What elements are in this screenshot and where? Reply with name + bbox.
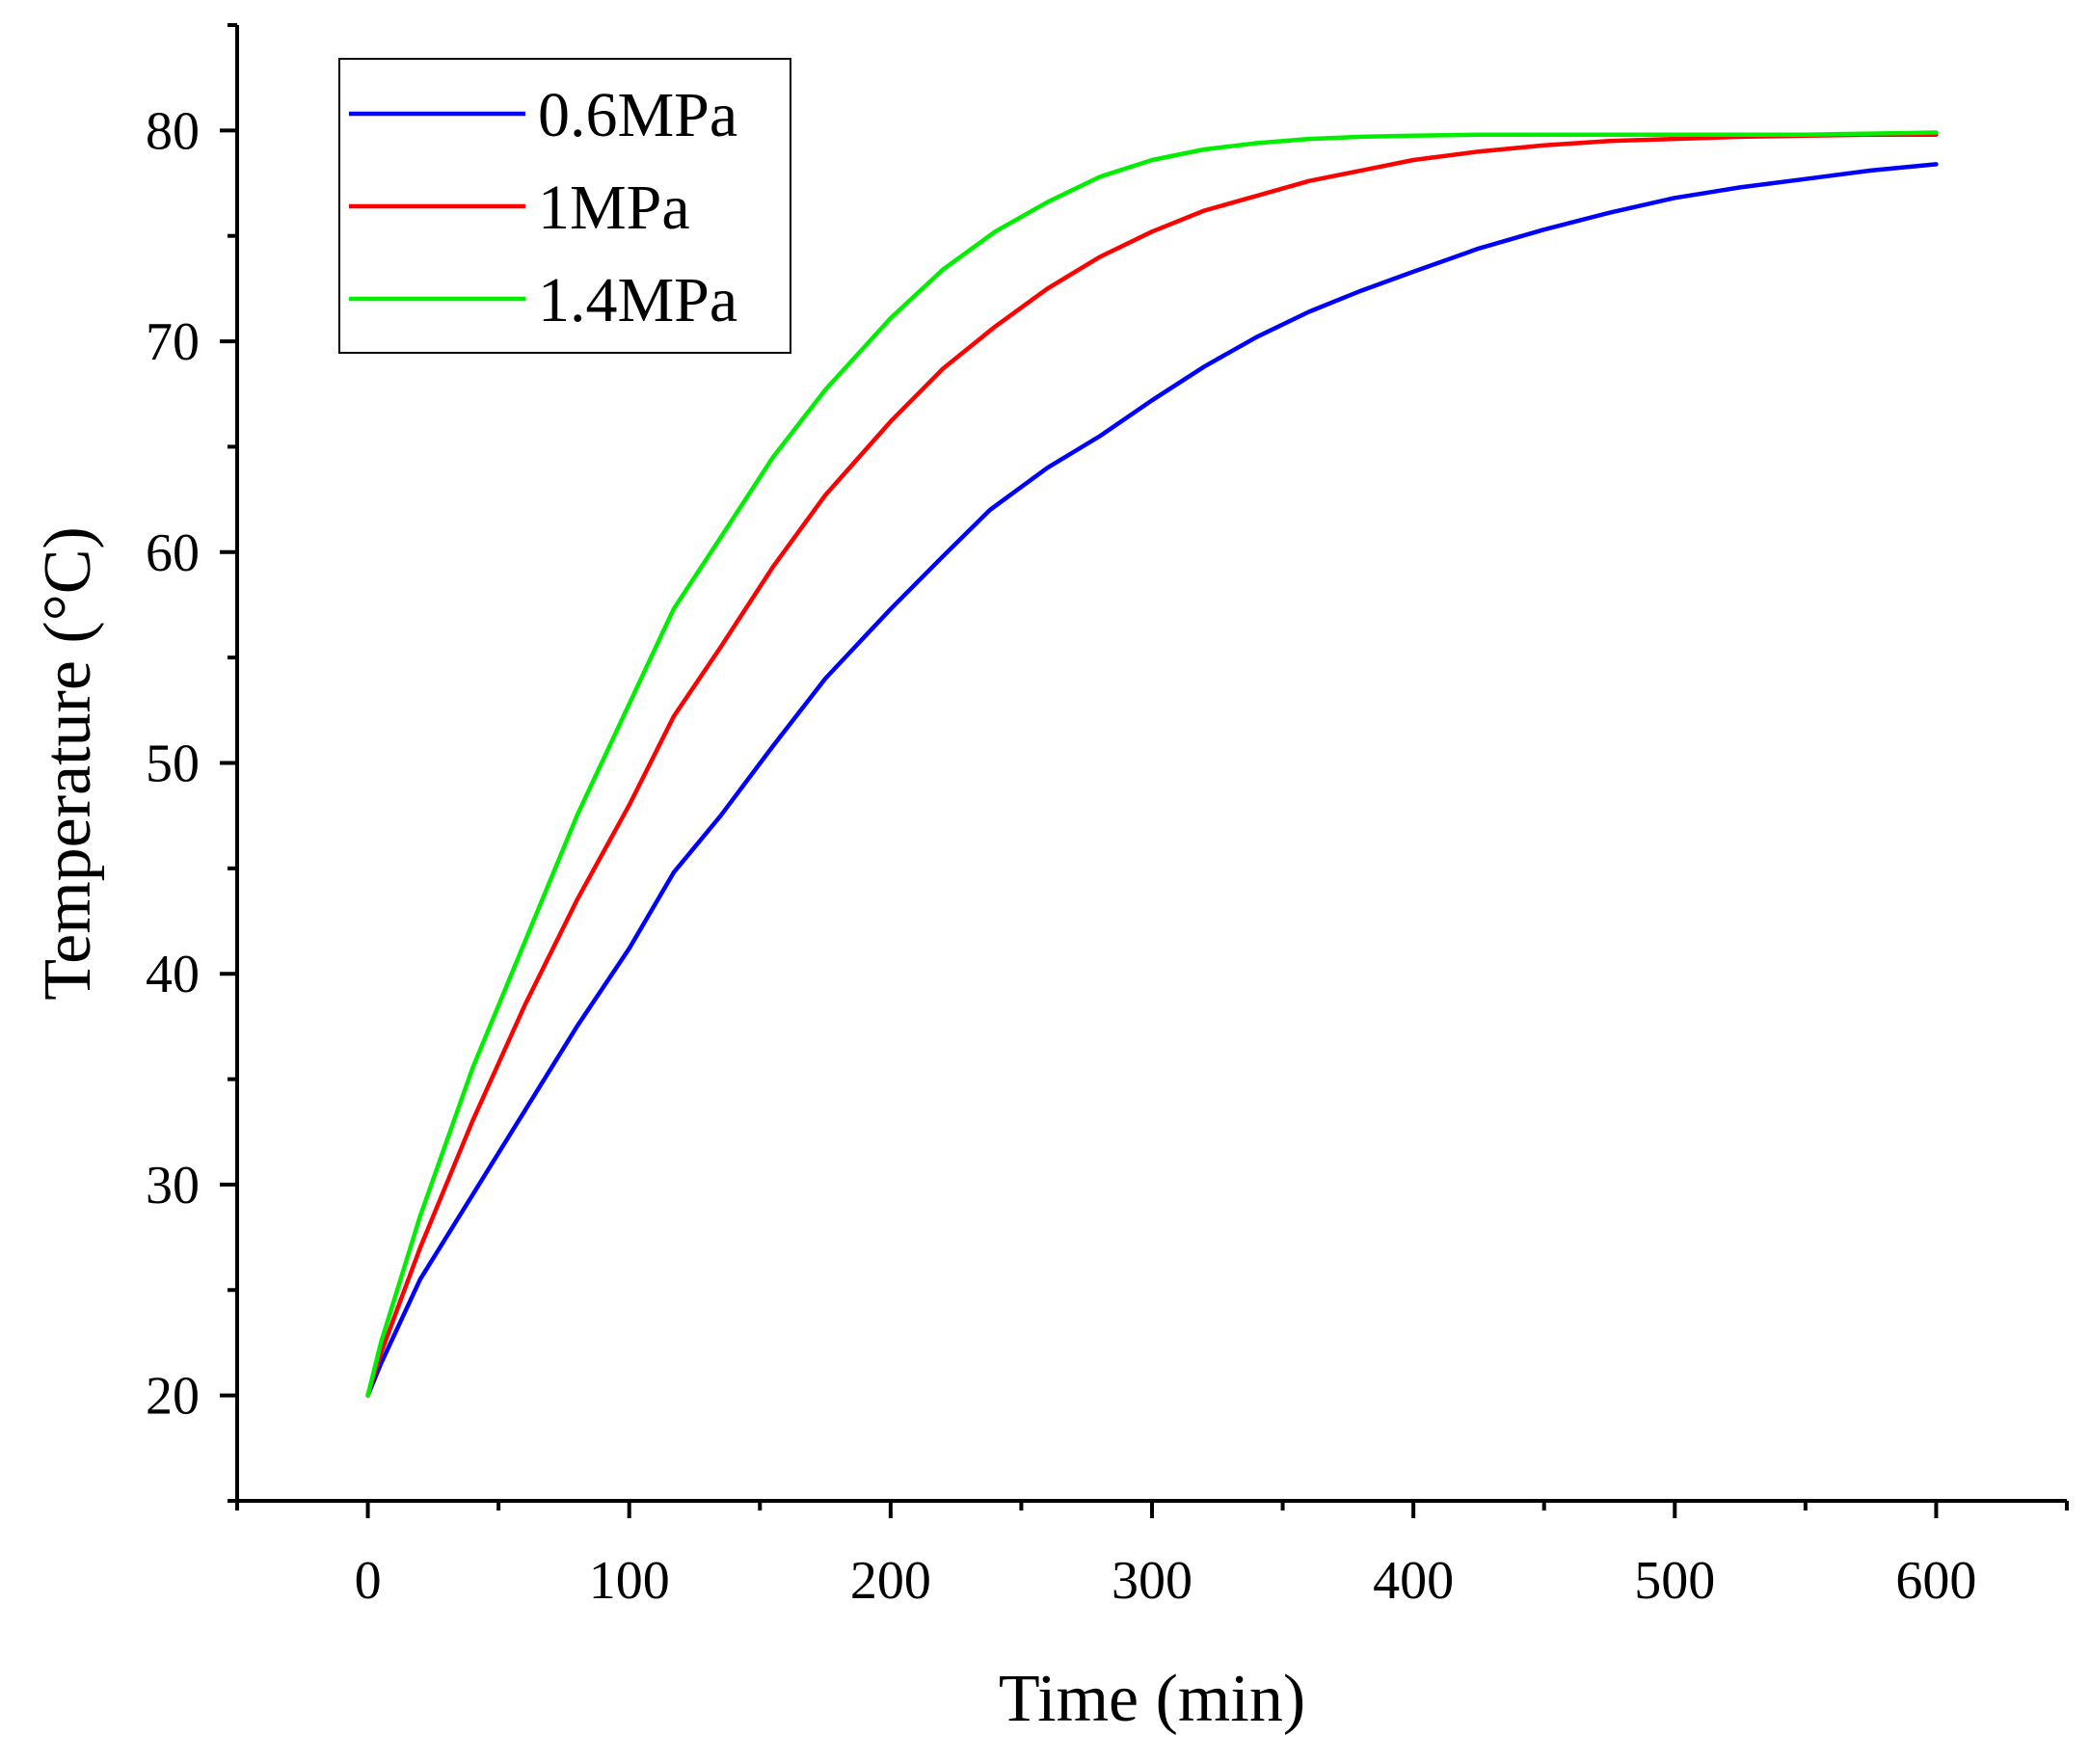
x-axis-title: Time (min) bbox=[999, 1662, 1305, 1736]
y-tick-label: 70 bbox=[146, 312, 200, 372]
legend-label-1MPa: 1MPa bbox=[538, 173, 690, 243]
x-tick-label: 100 bbox=[589, 1551, 670, 1611]
legend-label-1.4MPa: 1.4MPa bbox=[538, 265, 737, 335]
series-line-0.6MPa bbox=[365, 162, 1939, 1398]
x-tick-label: 600 bbox=[1895, 1551, 1976, 1611]
y-tick-label: 50 bbox=[146, 735, 200, 794]
x-tick-label: 200 bbox=[850, 1551, 931, 1611]
series-line-1MPa bbox=[365, 132, 1939, 1398]
y-axis-title: Temperature (°C) bbox=[31, 526, 105, 1000]
series-line-1.4MPa bbox=[365, 130, 1939, 1398]
tick-labels: 0 100 200 300 400 500 600 20 30 40 50 60 70 80 bbox=[146, 101, 1976, 1611]
y-tick-label: 80 bbox=[146, 101, 200, 161]
y-tick-label: 20 bbox=[146, 1367, 200, 1427]
legend: 0.6MPa 1MPa 1.4MPa bbox=[338, 58, 791, 354]
x-tick-label: 500 bbox=[1634, 1551, 1715, 1611]
y-tick-label: 40 bbox=[146, 945, 200, 1004]
ticks bbox=[220, 23, 2069, 1518]
series-group bbox=[365, 130, 1939, 1398]
x-tick-label: 0 bbox=[355, 1551, 382, 1611]
x-tick-label: 400 bbox=[1373, 1551, 1454, 1611]
x-tick-label: 300 bbox=[1112, 1551, 1192, 1611]
y-tick-label: 60 bbox=[146, 523, 200, 583]
y-tick-label: 30 bbox=[146, 1156, 200, 1216]
legend-label-0.6MPa: 0.6MPa bbox=[538, 80, 737, 150]
